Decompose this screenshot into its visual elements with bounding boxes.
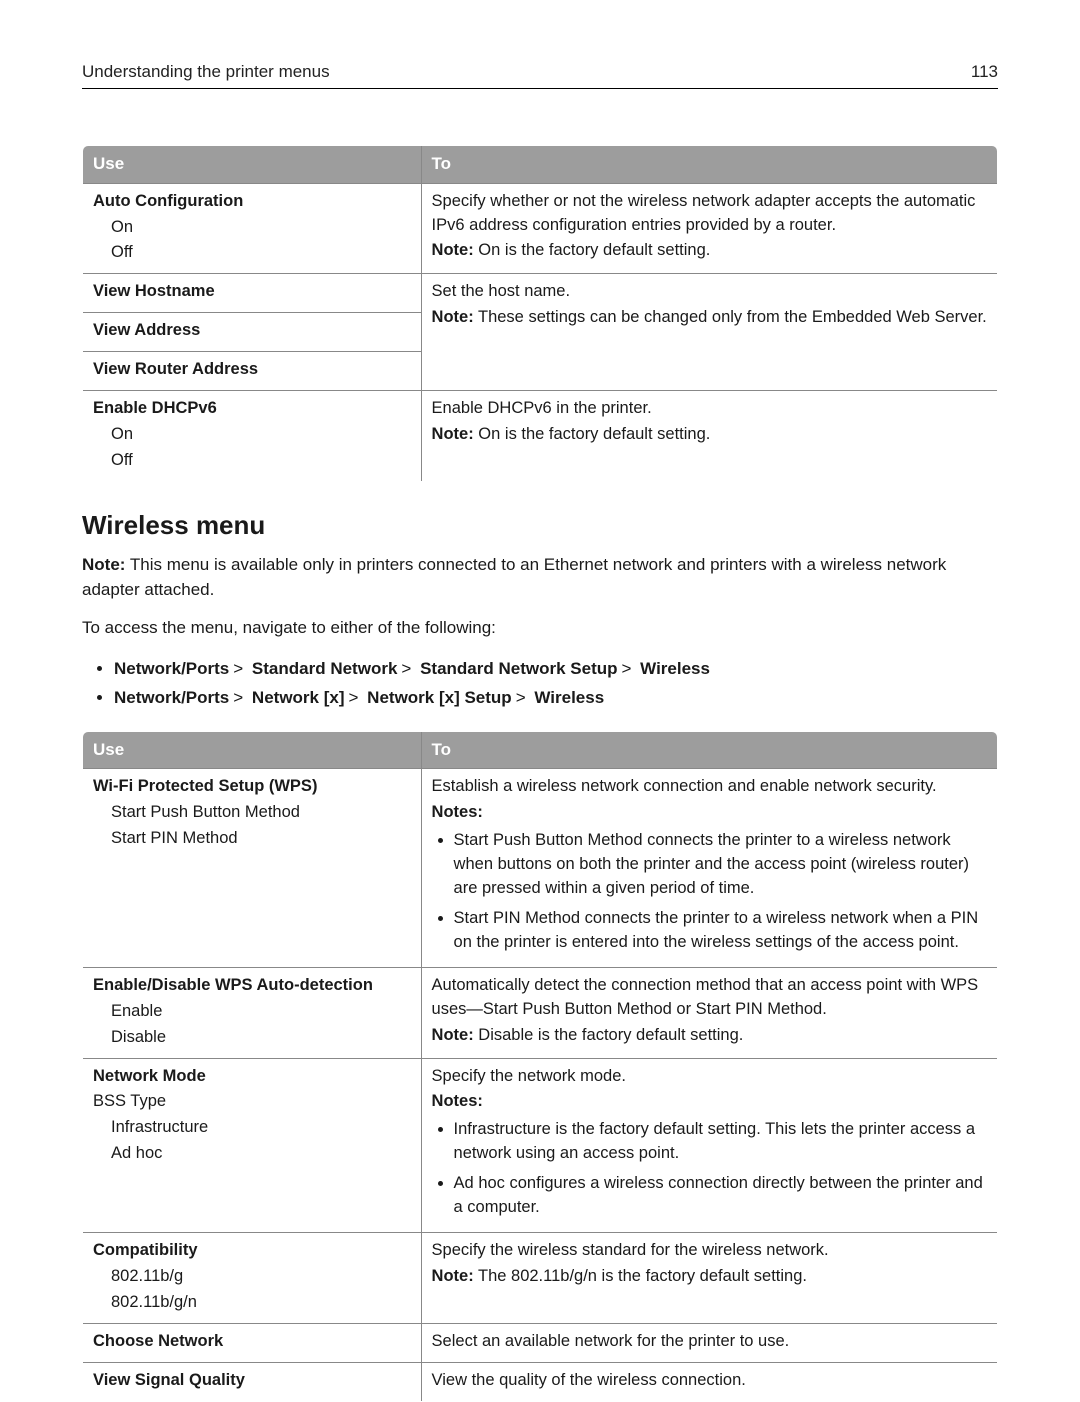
note-item: Ad hoc configures a wireless connection … xyxy=(454,1172,987,1220)
note-label: Note: xyxy=(432,241,474,259)
wireless-table: Use To Wi‑Fi Protected Setup (WPS) Start… xyxy=(82,731,998,1402)
col-use: Use xyxy=(83,731,422,769)
row-note: Note: On is the factory default setting. xyxy=(432,423,987,447)
sep-icon: > xyxy=(345,688,363,707)
row-desc: Set the host name. xyxy=(432,280,987,304)
table-row: Enable DHCPv6 On Off Enable DHCPv6 in th… xyxy=(83,391,998,482)
option: Infrastructure xyxy=(93,1116,411,1140)
row-title: Choose Network xyxy=(93,1330,411,1354)
option: On xyxy=(93,216,411,240)
option: On xyxy=(93,423,411,447)
notes-list: Start Push Button Method connects the pr… xyxy=(432,829,987,955)
note-label: Note: xyxy=(432,1026,474,1044)
option: 802.11b/g xyxy=(93,1265,411,1289)
nav-path: Network/Ports> Standard Network> Standar… xyxy=(114,655,998,684)
row-desc: Specify the network mode. xyxy=(432,1065,987,1089)
row-note: Note: The 802.11b/g/n is the factory def… xyxy=(432,1265,987,1289)
table-row: Wi‑Fi Protected Setup (WPS) Start Push B… xyxy=(83,769,998,967)
notes-list: Infrastructure is the factory default se… xyxy=(432,1118,987,1220)
table-row: View Hostname Set the host name. Note: T… xyxy=(83,274,998,313)
row-desc: Enable DHCPv6 in the printer. xyxy=(432,397,987,421)
note-label: Note: xyxy=(432,308,474,326)
nav-seg: Standard Network xyxy=(252,659,397,678)
sep-icon: > xyxy=(229,659,247,678)
col-to: To xyxy=(421,146,997,184)
col-use: Use xyxy=(83,146,422,184)
row-title: Enable DHCPv6 xyxy=(93,397,411,421)
nav-path-list: Network/Ports> Standard Network> Standar… xyxy=(82,655,998,713)
row-note: Note: On is the factory default setting. xyxy=(432,239,987,263)
note-item: Start Push Button Method connects the pr… xyxy=(454,829,987,901)
row-desc: Automatically detect the connection meth… xyxy=(432,974,987,1022)
notes-label: Notes: xyxy=(432,1090,987,1114)
sep-icon: > xyxy=(618,659,636,678)
note-text: Disable is the factory default setting. xyxy=(474,1026,744,1044)
note-text: This menu is available only in printers … xyxy=(82,555,946,599)
row-desc: View the quality of the wireless connect… xyxy=(432,1369,987,1393)
sep-icon: > xyxy=(397,659,415,678)
nav-seg: Network/Ports xyxy=(114,659,229,678)
row-note: Note: Disable is the factory default set… xyxy=(432,1024,987,1048)
nav-seg: Network [x] xyxy=(252,688,345,707)
nav-path: Network/Ports> Network [x]> Network [x] … xyxy=(114,684,998,713)
row-title: Compatibility xyxy=(93,1239,411,1263)
table-row: Auto Configuration On Off Specify whethe… xyxy=(83,183,998,274)
row-desc: Specify the wireless standard for the wi… xyxy=(432,1239,987,1263)
row-note: Note: These settings can be changed only… xyxy=(432,306,987,330)
row-sub: BSS Type xyxy=(93,1090,411,1114)
note-item: Start PIN Method connects the printer to… xyxy=(454,907,987,955)
row-desc: Specify whether or not the wireless netw… xyxy=(432,190,987,238)
option: Off xyxy=(93,241,411,265)
row-title: View Hostname xyxy=(93,280,411,304)
page-number: 113 xyxy=(971,62,998,82)
option: Off xyxy=(93,449,411,473)
row-desc: Establish a wireless network connection … xyxy=(432,775,987,799)
note-label: Note: xyxy=(432,425,474,443)
table-row: Choose Network Select an available netwo… xyxy=(83,1323,998,1362)
row-title: Auto Configuration xyxy=(93,190,411,214)
note-label: Note: xyxy=(82,555,125,574)
nav-seg: Network [x] Setup xyxy=(367,688,512,707)
row-title: Enable/Disable WPS Auto‑detection xyxy=(93,974,411,998)
option: Disable xyxy=(93,1026,411,1050)
table-row: Network Mode BSS Type Infrastructure Ad … xyxy=(83,1058,998,1233)
note-text: On is the factory default setting. xyxy=(474,241,711,259)
sep-icon: > xyxy=(512,688,530,707)
row-title: View Address xyxy=(93,319,411,343)
row-title: View Signal Quality xyxy=(93,1369,411,1393)
nav-seg: Wireless xyxy=(640,659,710,678)
running-header: Understanding the printer menus 113 xyxy=(82,62,998,89)
table-row: Compatibility 802.11b/g 802.11b/g/n Spec… xyxy=(83,1233,998,1324)
access-intro: To access the menu, navigate to either o… xyxy=(82,616,998,641)
table-row: Enable/Disable WPS Auto‑detection Enable… xyxy=(83,967,998,1058)
note-text: On is the factory default setting. xyxy=(474,425,711,443)
table-row: View Signal Quality View the quality of … xyxy=(83,1362,998,1401)
option: 802.11b/g/n xyxy=(93,1291,411,1315)
row-title: Wi‑Fi Protected Setup (WPS) xyxy=(93,775,411,799)
document-page: Understanding the printer menus 113 Use … xyxy=(0,0,1080,1397)
notes-label: Notes: xyxy=(432,801,987,825)
row-title: Network Mode xyxy=(93,1065,411,1089)
wireless-heading: Wireless menu xyxy=(82,510,998,541)
option: Start PIN Method xyxy=(93,827,411,851)
row-title: View Router Address xyxy=(93,358,411,382)
header-title: Understanding the printer menus xyxy=(82,62,330,82)
note-label: Note: xyxy=(432,1267,474,1285)
nav-seg: Standard Network Setup xyxy=(420,659,617,678)
option: Ad hoc xyxy=(93,1142,411,1166)
col-to: To xyxy=(421,731,997,769)
note-text: The 802.11b/g/n is the factory default s… xyxy=(474,1267,807,1285)
nav-seg: Wireless xyxy=(534,688,604,707)
nav-seg: Network/Ports xyxy=(114,688,229,707)
row-desc: Select an available network for the prin… xyxy=(432,1330,987,1354)
option: Enable xyxy=(93,1000,411,1024)
note-item: Infrastructure is the factory default se… xyxy=(454,1118,987,1166)
ipv6-table: Use To Auto Configuration On Off Specify… xyxy=(82,145,998,482)
note-text: These settings can be changed only from … xyxy=(474,308,987,326)
sep-icon: > xyxy=(229,688,247,707)
option: Start Push Button Method xyxy=(93,801,411,825)
wireless-note: Note: This menu is available only in pri… xyxy=(82,553,998,602)
